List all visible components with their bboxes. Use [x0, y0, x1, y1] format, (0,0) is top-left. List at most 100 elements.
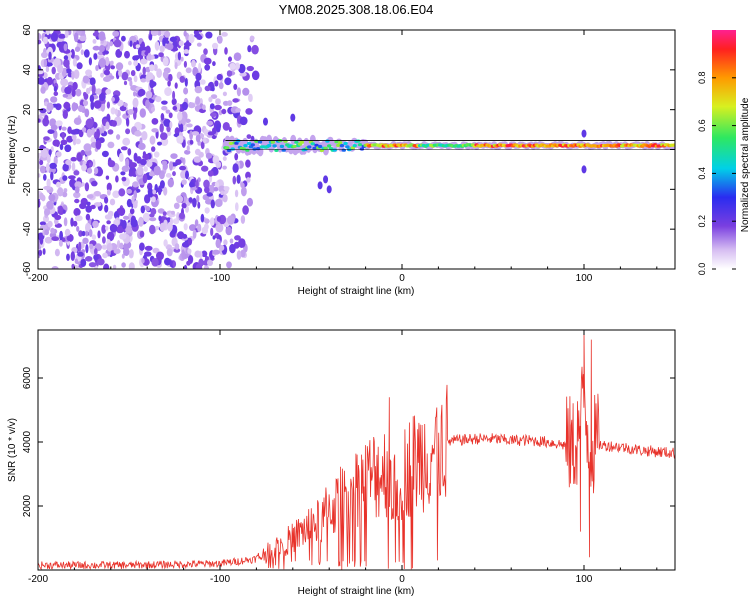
track-mark [307, 145, 312, 149]
noise-blob [151, 258, 159, 267]
noise-blob [46, 62, 53, 67]
noise-blob [92, 159, 96, 168]
noise-blob [142, 153, 150, 161]
noise-blob [232, 175, 237, 185]
noise-blob [198, 62, 202, 73]
noise-blob [86, 201, 91, 206]
noise-blob [236, 87, 241, 97]
noise-blob [169, 217, 173, 226]
noise-blob [132, 55, 139, 61]
noise-blob [172, 40, 179, 49]
x-tick-label: 100 [576, 273, 593, 284]
noise-blob [204, 85, 211, 92]
noise-blob [62, 93, 69, 98]
noise-blob [249, 35, 255, 41]
noise-blob [208, 184, 215, 194]
noise-blob [118, 69, 123, 77]
noise-blob [82, 160, 87, 165]
noise-blob [46, 102, 54, 111]
noise-blob [214, 104, 222, 111]
noise-blob [217, 35, 223, 44]
colorbar-tick-label: 0.4 [697, 167, 707, 180]
track-mark [225, 146, 230, 150]
noise-blob [164, 87, 172, 97]
noise-blob [207, 259, 213, 266]
noise-blob [195, 72, 202, 81]
noise-blob [191, 131, 200, 136]
noise-blob [43, 136, 50, 141]
noise-blob [132, 201, 138, 209]
noise-blob [70, 48, 75, 59]
noise-blob [240, 249, 246, 258]
noise-blob [178, 40, 184, 47]
noise-blob [132, 97, 139, 108]
track-mark [228, 141, 234, 145]
noise-blob [97, 230, 101, 239]
noise-blob [52, 139, 60, 147]
noise-blob [126, 188, 132, 194]
noise-blob [144, 194, 151, 204]
noise-blob [40, 148, 49, 158]
noise-blob [202, 137, 207, 144]
noise-blob [55, 151, 62, 158]
noise-blob [148, 34, 153, 41]
y-tick-label: -40 [22, 222, 33, 237]
noise-blob [83, 49, 90, 58]
noise-blob [188, 33, 195, 44]
noise-blob [189, 181, 194, 188]
y-tick-label: 2000 [22, 494, 33, 517]
noise-blob [132, 181, 139, 188]
noise-blob [227, 215, 235, 225]
noise-blob [205, 31, 213, 39]
noise-blob [240, 215, 246, 224]
noise-blob [117, 99, 124, 107]
noise-blob [66, 235, 74, 242]
noise-blob [113, 39, 122, 48]
noise-blob [121, 219, 127, 230]
noise-blob [72, 220, 78, 227]
noise-blob [123, 102, 128, 108]
noise-blob [209, 217, 215, 226]
noise-blob [234, 62, 240, 70]
noise-blob [93, 100, 102, 109]
noise-blob [158, 52, 164, 58]
noise-blob [82, 100, 89, 106]
track-mark [279, 144, 285, 148]
colorbar-gradient [712, 30, 736, 269]
track-mark [266, 144, 272, 148]
noise-blob [82, 237, 89, 244]
noise-blob [49, 162, 57, 169]
noise-blob [78, 129, 84, 138]
noise-blob [174, 127, 180, 135]
noise-blob [154, 41, 160, 51]
noise-blob [251, 70, 260, 81]
noise-blob [111, 120, 117, 127]
noise-blob [183, 223, 188, 231]
noise-blob [62, 109, 68, 119]
noise-blob [76, 225, 80, 232]
noise-blob [73, 170, 80, 176]
y-tick-label: 0 [22, 146, 33, 152]
noise-blob [212, 235, 216, 240]
noise-blob [235, 107, 241, 113]
noise-blob [147, 52, 152, 61]
noise-blob [124, 50, 130, 59]
track-mark [359, 147, 365, 151]
noise-blob [61, 126, 67, 131]
noise-blob [221, 108, 227, 115]
noise-blob [180, 56, 184, 62]
colorbar: 0.0 0.2 0.4 0.6 0.8 Normalized spectral ampl… [697, 30, 750, 275]
noise-blob [197, 223, 202, 233]
noise-blob [222, 194, 228, 203]
noise-blob [215, 123, 221, 133]
noise-blob [94, 248, 98, 256]
noise-blob [203, 179, 210, 189]
noise-blob [151, 128, 159, 133]
noise-blob [138, 142, 146, 150]
noise-blob [41, 51, 48, 59]
noise-blob [163, 186, 168, 196]
noise-blob [248, 93, 253, 103]
noise-blob [85, 205, 92, 213]
noise-blob [47, 220, 53, 228]
noise-blob [70, 217, 74, 227]
